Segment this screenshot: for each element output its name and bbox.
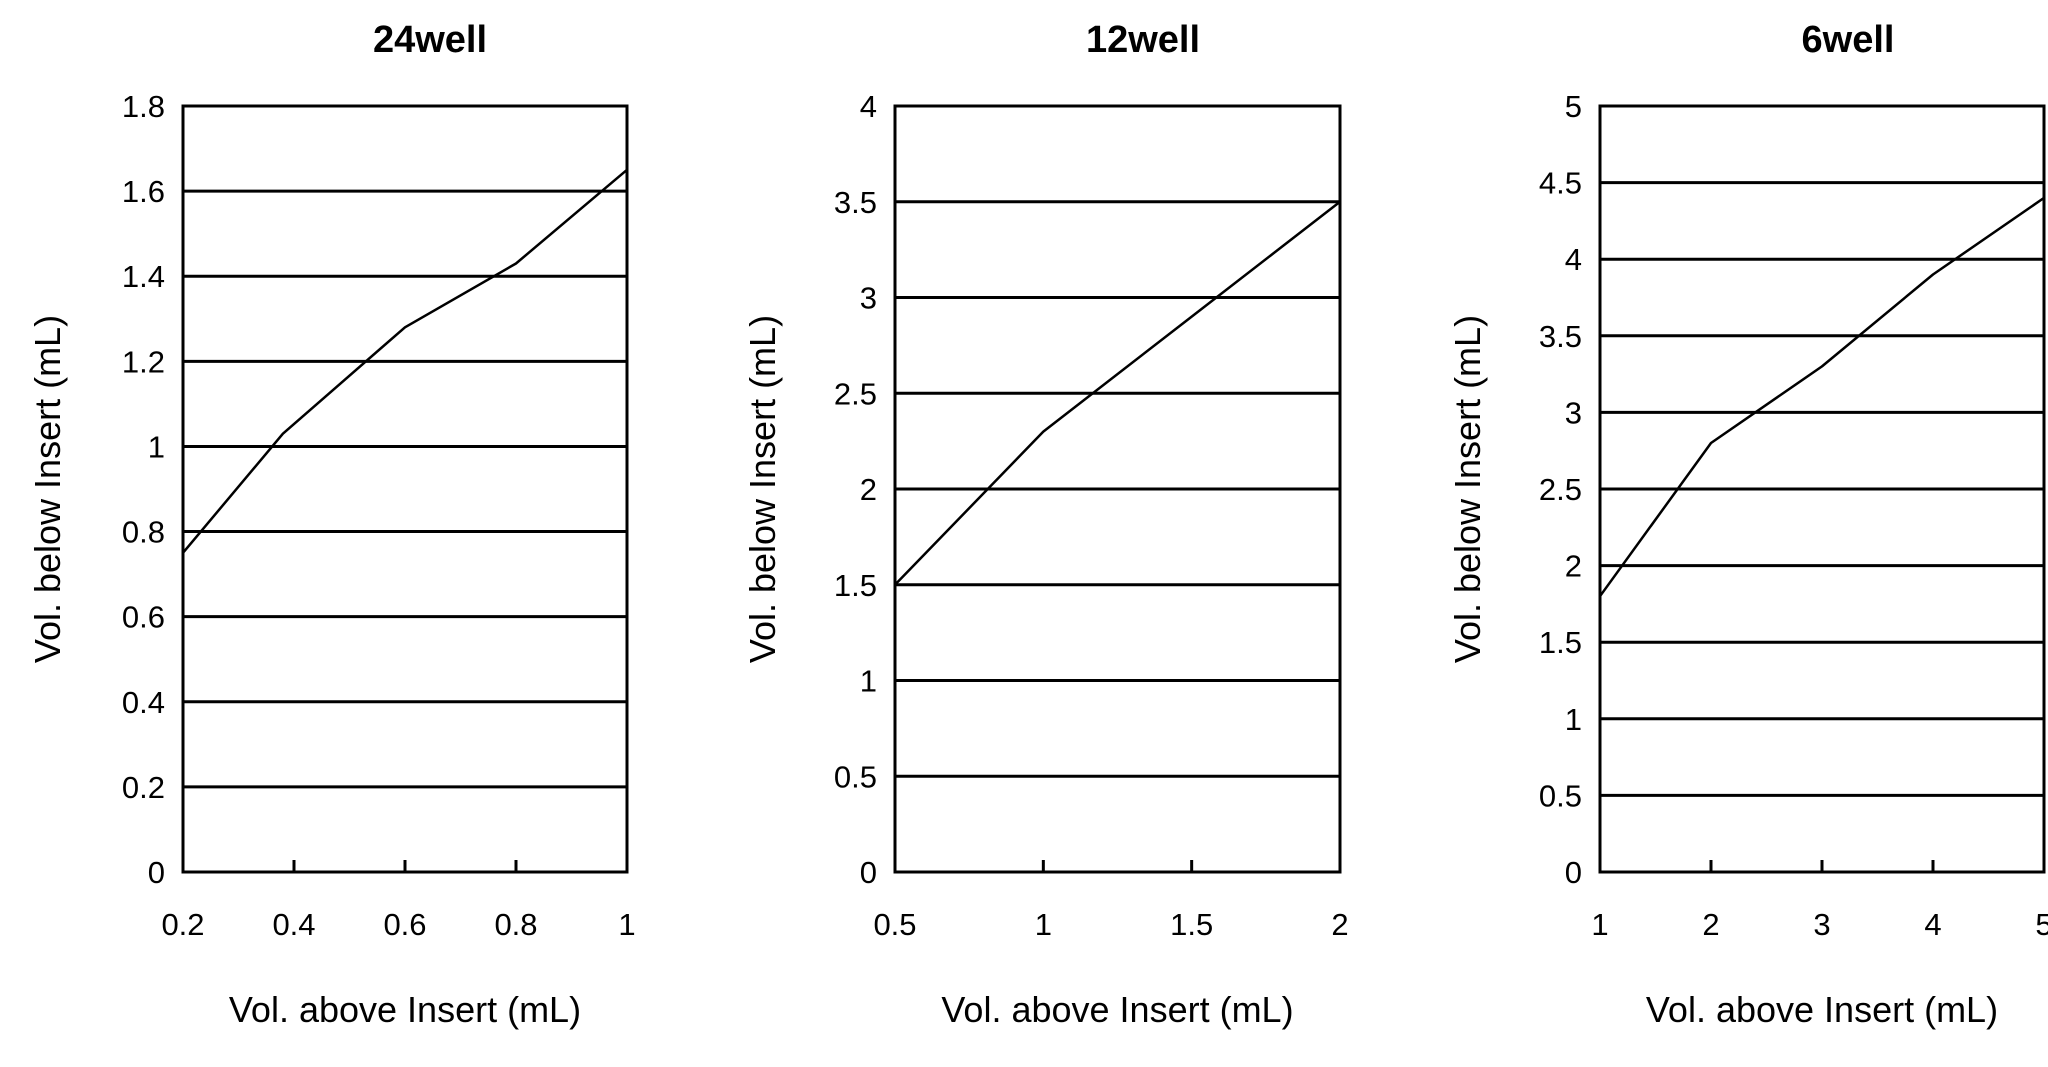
y-tick-label: 2 <box>860 472 877 507</box>
series-line <box>1598 196 2045 597</box>
y-tick-label: 0.8 <box>122 515 165 550</box>
y-tick-label: 3 <box>1565 395 1582 430</box>
chart-title: 6well <box>1802 19 1895 61</box>
x-tick-label: 2 <box>1331 907 1348 942</box>
y-tick-label: 0 <box>148 855 165 890</box>
chart-panel-0: 24well 0 0.2 0.4 0.6 0.8 1 1.2 1.4 1.6 1.8 0.2 0.4 0.… <box>27 19 636 1030</box>
x-axis-label: Vol. above Insert (mL) <box>941 989 1293 1030</box>
x-tick-label: 0.8 <box>494 907 537 942</box>
y-tick-label: 5 <box>1565 89 1582 124</box>
x-tick-label: 2 <box>1702 907 1719 942</box>
y-tick-label: 3.5 <box>834 185 877 220</box>
y-tick-label: 1.4 <box>122 259 165 294</box>
chart-panel-2: 6well 0 0.5 1 1.5 2 2.5 3 3.5 4 4.5 5 1 2 3 4 5 Vol. abov… <box>1447 19 2048 1030</box>
y-tick-label: 1.5 <box>834 568 877 603</box>
x-tick-label: 4 <box>1924 907 1941 942</box>
x-tick-label: 0.6 <box>383 907 426 942</box>
plot-frame <box>181 104 629 874</box>
y-tick-label: 4 <box>1565 242 1582 277</box>
chart-panel-1: 12well 0 0.5 1 1.5 2 2.5 3 3.5 4 0.5 1 1.5 2 Vol. abov… <box>742 19 1349 1030</box>
y-axis-label: Vol. below Insert (mL) <box>1447 315 1488 663</box>
x-axis-label: Vol. above Insert (mL) <box>229 989 581 1030</box>
y-tick-label: 1 <box>860 664 877 699</box>
y-tick-label: 3 <box>860 281 877 316</box>
y-tick-label: 2.5 <box>834 376 877 411</box>
y-tick-label: 0.5 <box>1539 778 1582 813</box>
x-tick-label: 0.5 <box>873 907 916 942</box>
y-tick-label: 1 <box>148 429 165 464</box>
y-tick-label: 1.5 <box>1539 625 1582 660</box>
y-tick-label: 0.6 <box>122 600 165 635</box>
x-tick-label: 1.5 <box>1170 907 1213 942</box>
y-tick-label: 0 <box>1565 855 1582 890</box>
x-tick-label: 1 <box>1035 907 1052 942</box>
y-axis-label: Vol. below Insert (mL) <box>742 315 783 663</box>
y-tick-label: 1.8 <box>122 89 165 124</box>
x-axis-label: Vol. above Insert (mL) <box>1646 989 1998 1030</box>
y-tick-label: 1.2 <box>122 344 165 379</box>
chart-title: 24well <box>373 19 487 61</box>
chart-title: 12well <box>1086 19 1200 61</box>
series-line <box>894 200 1341 586</box>
y-tick-label: 1.6 <box>122 174 165 209</box>
x-tick-label: 0.2 <box>161 907 204 942</box>
x-tick-label: 1 <box>618 907 635 942</box>
y-tick-label: 1 <box>1565 702 1582 737</box>
y-tick-label: 4 <box>860 89 877 124</box>
y-tick-label: 0.2 <box>122 770 165 805</box>
y-tick-label: 4.5 <box>1539 166 1582 201</box>
y-tick-label: 2.5 <box>1539 472 1582 507</box>
y-tick-label: 2 <box>1565 549 1582 584</box>
series-line <box>182 168 628 554</box>
y-axis-label: Vol. below Insert (mL) <box>27 315 68 663</box>
y-tick-label: 0 <box>860 855 877 890</box>
y-tick-label: 0.5 <box>834 759 877 794</box>
x-tick-label: 5 <box>2035 907 2048 942</box>
y-tick-label: 0.4 <box>122 685 165 720</box>
x-tick-label: 3 <box>1813 907 1830 942</box>
x-tick-label: 0.4 <box>272 907 315 942</box>
plot-frame <box>893 104 1342 874</box>
y-tick-label: 3.5 <box>1539 319 1582 354</box>
x-tick-label: 1 <box>1591 907 1608 942</box>
